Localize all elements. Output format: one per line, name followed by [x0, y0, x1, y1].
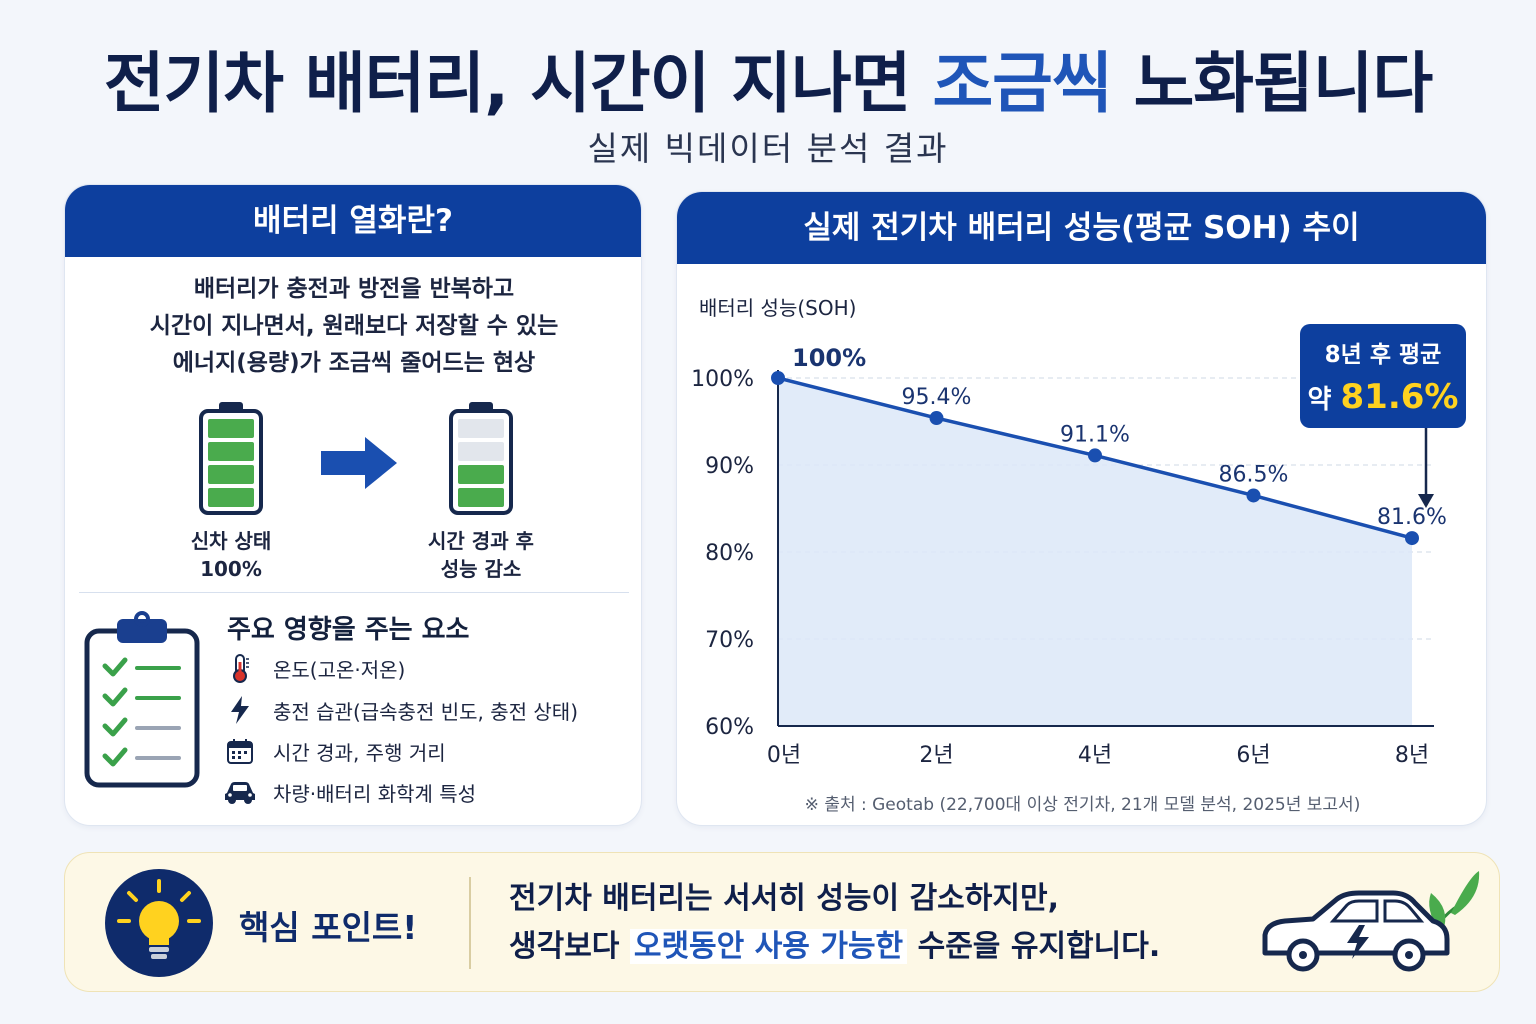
- callout-line1: 8년 후 평균: [1325, 342, 1442, 368]
- factor-text: 차량·배터리 화학계 특성: [273, 781, 477, 806]
- y-axis-title: 배터리 성능(SOH): [699, 296, 857, 320]
- new-battery-label: 신차 상태 100%: [151, 527, 311, 583]
- data-point: [929, 411, 944, 426]
- battery-cell: [458, 442, 504, 461]
- key-point-label: 핵심 포인트!: [239, 908, 418, 947]
- x-tick-label: 0년: [767, 743, 801, 768]
- callout-line2: 약 81.6%: [1308, 377, 1459, 417]
- callout-arrow-icon: [1418, 494, 1434, 508]
- x-tick-label: 8년: [1395, 743, 1429, 768]
- battery-cell: [208, 442, 254, 461]
- factor-text: 온도(고온·저온): [273, 657, 406, 682]
- right-arrow-icon: [321, 437, 397, 489]
- lightning-icon: [223, 695, 257, 725]
- battery-degradation-card: 배터리 열화란? 배터리가 충전과 방전을 반복하고 시간이 지나면서, 원래보…: [64, 184, 642, 826]
- checklist-clipboard-icon: [84, 611, 200, 788]
- callout-prefix: 약: [1308, 385, 1341, 415]
- data-label: 95.4%: [902, 385, 972, 410]
- full-battery-icon: [199, 402, 263, 515]
- aged-battery-state: 시간 경과 후: [428, 529, 534, 553]
- aged-battery-result: 성능 감소: [440, 557, 522, 581]
- key-point-line1: 전기차 배터리는 서서히 성능이 감소하지만,: [509, 881, 1059, 916]
- section-divider: [79, 592, 629, 593]
- lightbulb-icon: [105, 869, 213, 977]
- data-points: [771, 371, 1419, 546]
- page-title: 전기차 배터리, 시간이 지나면 조금씩 노화됩니다: [0, 30, 1536, 126]
- callout-value: 81.6%: [1341, 377, 1459, 417]
- soh-trend-card: 실제 전기차 배터리 성능(평균 SOH) 추이 배터리 성능(SOH) 100…: [676, 191, 1487, 826]
- y-tick-label: 100%: [691, 367, 754, 392]
- data-label: 86.5%: [1219, 462, 1289, 487]
- new-battery-percent: 100%: [200, 557, 262, 581]
- soh-trend-header: 실제 전기차 배터리 성능(평균 SOH) 추이: [677, 192, 1486, 264]
- car-icon: [223, 777, 257, 807]
- data-point: [1246, 488, 1261, 503]
- callout-background: [1300, 324, 1466, 428]
- factor-item: 온도(고온·저온): [223, 653, 405, 683]
- calendar-icon: [223, 736, 257, 766]
- factors-title: 주요 영향을 주는 요소: [227, 615, 470, 645]
- lightning-bolt-icon: [1347, 925, 1369, 959]
- degradation-definition: 배터리가 충전과 방전을 반복하고 시간이 지나면서, 원래보다 저장할 수 있…: [65, 271, 641, 382]
- y-tick-label: 60%: [705, 715, 754, 740]
- key-point-highlight: 오랫동안 사용 가능한: [629, 929, 908, 964]
- battery-degradation-header: 배터리 열화란?: [65, 185, 641, 257]
- thermometer-icon: [223, 653, 257, 683]
- x-tick-label: 2년: [919, 743, 953, 768]
- page-subtitle: 실제 빅데이터 분석 결과: [587, 129, 949, 168]
- battery-cell: [458, 465, 504, 484]
- definition-line: 시간이 지나면서, 원래보다 저장할 수 있는: [149, 313, 559, 339]
- y-tick-label: 80%: [705, 541, 754, 566]
- y-tick-label: 90%: [705, 454, 754, 479]
- data-label: 81.6%: [1377, 505, 1447, 530]
- battery-cell: [208, 465, 254, 484]
- data-point: [1405, 531, 1419, 546]
- key-point-line2-start: 생각보다: [509, 929, 630, 964]
- y-tick-labels: 100% 90% 80% 70% 60%: [691, 367, 754, 740]
- factor-text: 시간 경과, 주행 거리: [273, 740, 446, 765]
- definition-line: 에너지(용량)가 조금씩 줄어드는 현상: [172, 350, 536, 376]
- factor-item: 차량·배터리 화학계 특성: [223, 777, 476, 807]
- title-part-1: 전기차 배터리, 시간이 지나면: [103, 45, 933, 122]
- x-tick-labels: 0년 2년 4년 6년 8년: [767, 743, 1429, 768]
- data-point: [771, 371, 785, 385]
- battery-cell: [208, 419, 254, 438]
- factor-text: 충전 습관(급속충전 빈도, 충전 상태): [273, 699, 578, 724]
- y-tick-label: 70%: [705, 628, 754, 653]
- data-point: [1088, 448, 1102, 463]
- definition-line: 배터리가 충전과 방전을 반복하고: [193, 276, 515, 302]
- x-tick-label: 4년: [1078, 743, 1112, 768]
- title-part-2: 노화됩니다: [1111, 45, 1434, 122]
- key-point-message: 전기차 배터리는 서서히 성능이 감소하지만, 생각보다 오랫동안 사용 가능한…: [509, 875, 1160, 971]
- key-point-separator: [469, 877, 471, 969]
- battery-cell: [458, 419, 504, 438]
- data-label: 91.1%: [1060, 422, 1130, 447]
- soh-line-chart: 100% 90% 80% 70% 60% 0년 2년 4년 6년 8년 100% 95.4% 91.…: [691, 324, 1466, 768]
- title-highlight: 조금씩: [932, 45, 1112, 122]
- battery-cell: [208, 488, 254, 507]
- factor-item: 충전 습관(급속충전 빈도, 충전 상태): [223, 695, 578, 725]
- data-labels: 100% 95.4% 91.1% 86.5% 81.6%: [792, 344, 1447, 530]
- x-tick-label: 6년: [1236, 743, 1270, 768]
- electric-car-icon: [1262, 871, 1480, 972]
- key-point-line2-end: 수준을 유지합니다.: [907, 929, 1161, 964]
- data-label: 100%: [792, 344, 866, 372]
- degraded-battery-icon: [449, 402, 513, 515]
- battery-cell: [458, 488, 504, 507]
- aged-battery-label: 시간 경과 후 성능 감소: [401, 527, 561, 583]
- key-point-banner: 핵심 포인트! 전기차 배터리는 서서히 성능이 감소하지만, 생각보다 오랫동…: [64, 852, 1500, 992]
- callout-box: 8년 후 평균 약 81.6%: [1300, 324, 1466, 508]
- key-point-line2: 생각보다 오랫동안 사용 가능한 수준을 유지합니다.: [509, 923, 1160, 971]
- new-battery-state: 신차 상태: [190, 529, 272, 553]
- data-source: ※ 출처 : Geotab (22,700대 이상 전기차, 21개 모델 분석…: [804, 795, 1361, 815]
- factor-item: 시간 경과, 주행 거리: [223, 736, 446, 766]
- soh-area-fill: [778, 378, 1412, 726]
